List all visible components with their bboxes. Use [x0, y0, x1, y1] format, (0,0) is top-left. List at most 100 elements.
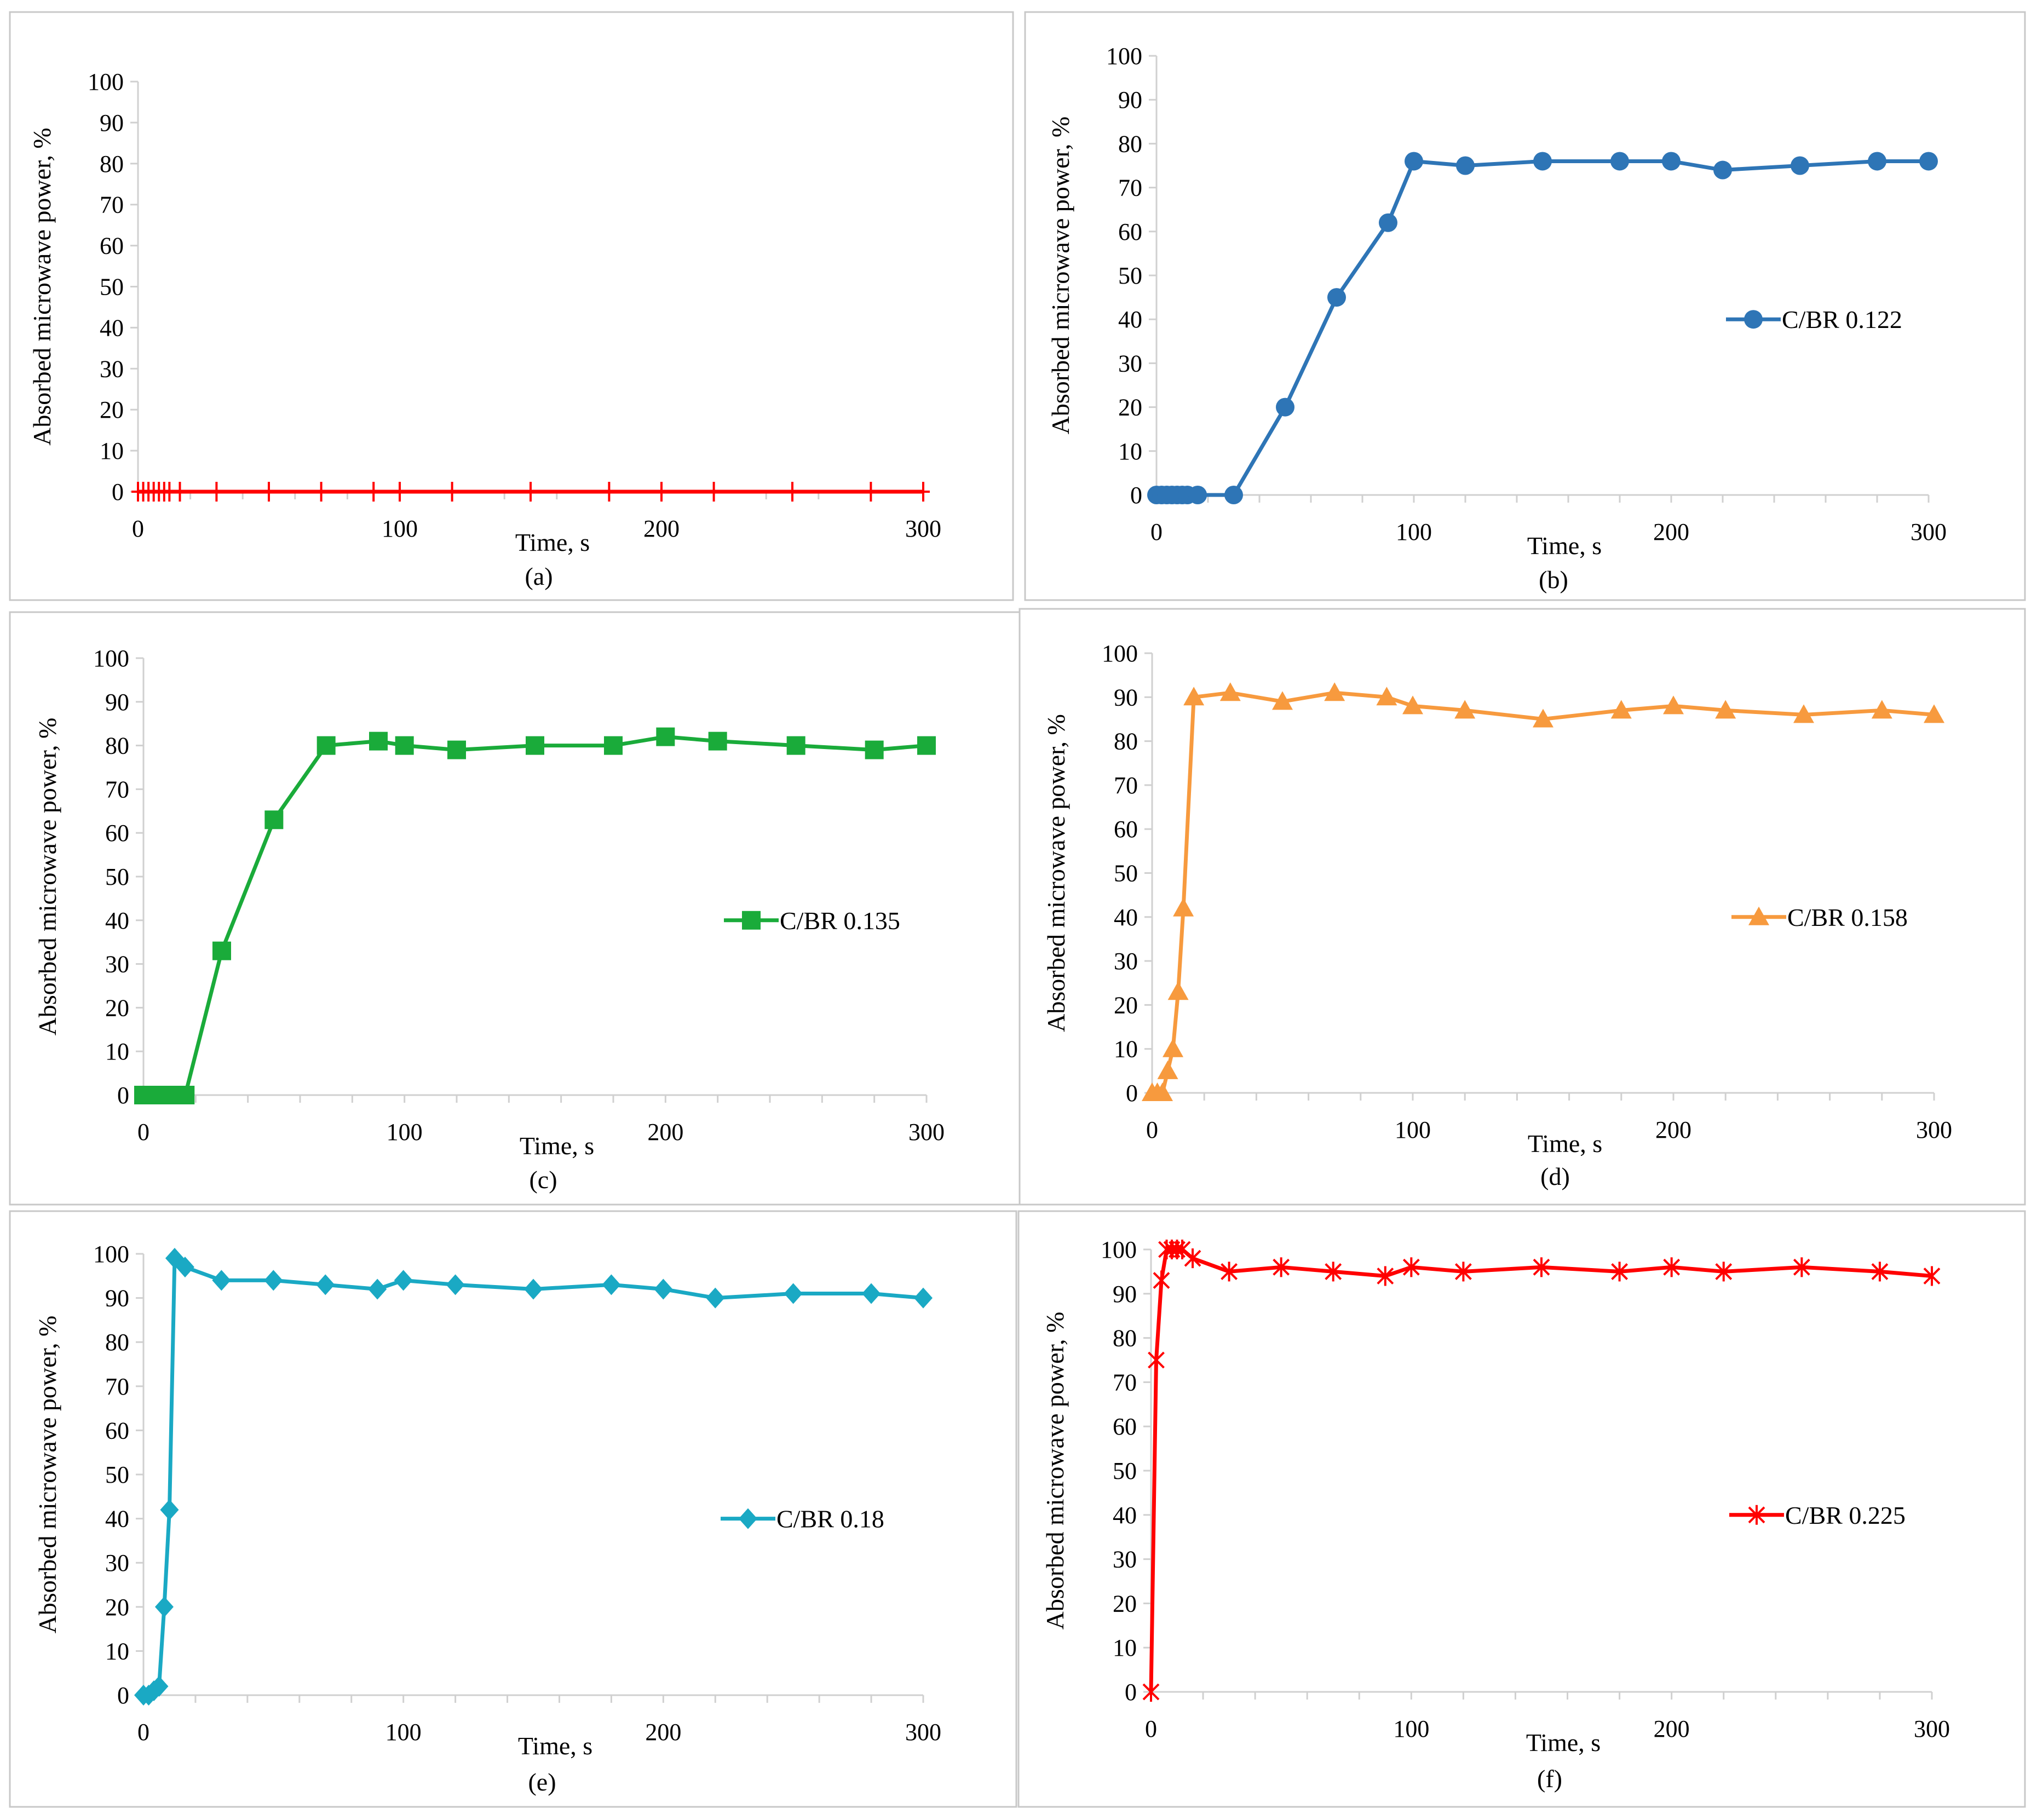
data-point [1871, 1262, 1889, 1282]
data-point [865, 740, 884, 759]
data-point [914, 1287, 933, 1309]
y-tick-label: 50 [100, 274, 124, 301]
data-point [526, 736, 544, 755]
data-point [602, 482, 616, 502]
data-point [1183, 687, 1205, 706]
panel-caption: (e) [528, 1768, 556, 1796]
data-point [1221, 1262, 1238, 1282]
y-tick-label: 100 [88, 68, 124, 95]
data-point [706, 1287, 725, 1309]
data-point [1793, 704, 1814, 723]
y-tick-label: 100 [93, 1241, 129, 1268]
y-tick-label: 50 [1113, 1458, 1137, 1484]
x-tick-label: 100 [1396, 519, 1432, 545]
y-tick-label: 10 [1114, 1036, 1138, 1063]
y-tick-label: 80 [1118, 130, 1142, 157]
y-tick-label: 40 [1113, 1502, 1137, 1529]
y-tick-label: 0 [1130, 482, 1142, 509]
y-tick-label: 0 [1125, 1679, 1137, 1706]
y-tick-label: 80 [1114, 728, 1138, 755]
y-tick-label: 30 [1118, 350, 1142, 377]
data-point [1662, 152, 1681, 171]
data-point [1611, 1262, 1629, 1282]
data-point [445, 482, 459, 502]
y-tick-label: 20 [105, 994, 129, 1021]
data-point [264, 810, 284, 830]
x-tick-label: 0 [137, 1119, 149, 1145]
panel-frame [9, 611, 1021, 1206]
legend-label: C/BR 0.158 [1787, 903, 1908, 931]
data-point [446, 1274, 465, 1295]
y-tick-label: 0 [112, 479, 124, 505]
y-tick-label: 70 [1113, 1369, 1137, 1396]
y-tick-label: 40 [105, 907, 129, 934]
legend-label: C/BR 0.18 [776, 1505, 884, 1533]
panel-caption: (f) [1537, 1765, 1562, 1793]
x-tick-label: 200 [645, 1719, 681, 1746]
data-point [1793, 1257, 1810, 1277]
x-tick-label: 300 [905, 1719, 941, 1746]
data-point [1715, 700, 1736, 719]
x-tick-label: 100 [387, 1119, 423, 1145]
y-tick-label: 30 [1113, 1546, 1137, 1573]
y-tick-label: 70 [105, 1373, 129, 1400]
data-point [708, 732, 727, 751]
data-point [784, 1283, 803, 1304]
y-tick-label: 30 [1114, 948, 1138, 975]
data-point [1379, 213, 1397, 232]
x-axis-title: Time, s [515, 528, 590, 556]
data-point [524, 1278, 543, 1300]
data-point [1402, 1257, 1420, 1277]
chart-panel: 0 10 20 30 40 50 60 70 80 90 100 0 100 200 300 Time, s A… [9, 611, 1021, 1206]
data-point [1405, 152, 1423, 171]
data-point [1167, 981, 1189, 1000]
y-tick-label: 100 [93, 645, 129, 672]
y-tick-label: 70 [1118, 175, 1142, 201]
y-tick-label: 90 [1113, 1281, 1137, 1308]
y-tick-label: 80 [100, 151, 124, 177]
data-point [656, 727, 675, 746]
chart-panel: 0 10 20 30 40 50 60 70 80 90 100 0 100 200 300 Time, s A… [9, 1210, 1017, 1808]
data-point [1173, 897, 1194, 917]
data-point [264, 1270, 283, 1291]
panel-frame [9, 11, 1014, 601]
x-axis-title: Time, s [1528, 1130, 1602, 1157]
data-point [1142, 1682, 1160, 1702]
panel-caption: (d) [1540, 1162, 1570, 1190]
data-point [1276, 398, 1294, 417]
y-tick-label: 90 [105, 689, 129, 716]
data-point [917, 736, 936, 755]
data-point [1224, 486, 1243, 504]
y-tick-label: 20 [1118, 394, 1142, 421]
y-tick-label: 0 [1126, 1080, 1138, 1107]
y-tick-label: 50 [105, 1461, 129, 1488]
x-tick-label: 0 [132, 515, 144, 542]
data-point [1610, 152, 1629, 171]
y-tick-label: 10 [1118, 438, 1142, 465]
x-tick-label: 100 [382, 515, 418, 542]
data-point [1402, 695, 1423, 715]
data-point [1919, 152, 1938, 171]
data-point [1157, 1060, 1178, 1079]
data-point [1454, 700, 1476, 719]
data-point [262, 482, 275, 502]
data-point [786, 482, 799, 502]
y-tick-label: 60 [105, 1417, 129, 1444]
y-tick-label: 10 [105, 1638, 129, 1665]
legend-label: C/BR 0.122 [1782, 306, 1902, 333]
data-point [1456, 156, 1475, 175]
data-point [1533, 709, 1553, 728]
data-point [1923, 1266, 1941, 1286]
data-point [395, 736, 414, 755]
data-point [1376, 687, 1397, 706]
y-tick-label: 70 [105, 776, 129, 803]
data-point [1188, 486, 1207, 504]
panel-caption: (a) [525, 562, 553, 590]
y-tick-label: 20 [105, 1594, 129, 1621]
legend-swatch-marker [1748, 906, 1769, 925]
legend-swatch-marker [1744, 310, 1763, 329]
data-point [1153, 1270, 1170, 1291]
y-tick-label: 100 [1106, 43, 1142, 70]
x-tick-label: 0 [1145, 1715, 1157, 1742]
x-tick-label: 0 [1146, 1116, 1158, 1143]
